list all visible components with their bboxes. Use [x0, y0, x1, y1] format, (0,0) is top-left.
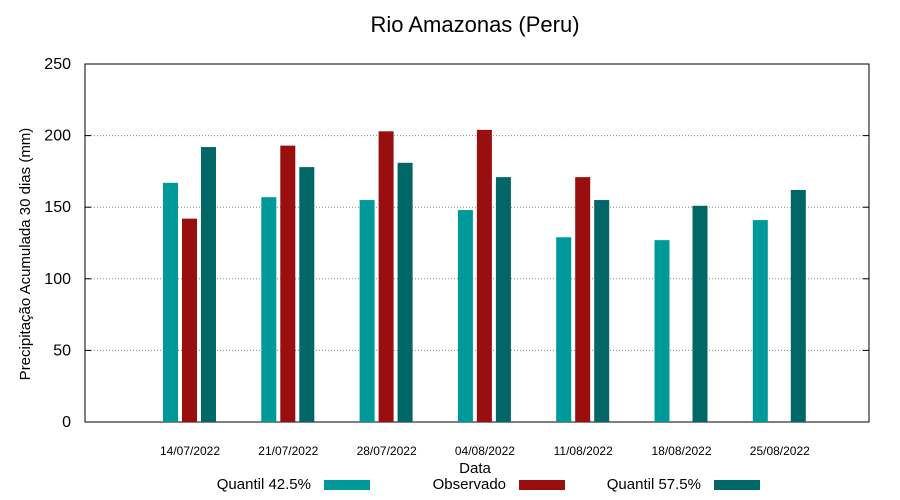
bar-quantil-57-5--0 — [201, 147, 216, 422]
bars — [163, 129, 806, 423]
legend-swatch — [714, 480, 760, 490]
chart-title: Rio Amazonas (Peru) — [370, 12, 579, 37]
y-tick-label: 0 — [62, 414, 71, 431]
x-tick-label: 04/08/2022 — [455, 444, 515, 458]
x-tick-label: 28/07/2022 — [357, 444, 417, 458]
x-tick-label: 11/08/2022 — [554, 444, 613, 458]
x-tick-label: 21/07/2022 — [258, 444, 318, 458]
legend: Quantil 42.5% Observado Quantil 57.5% — [217, 476, 760, 493]
bar-quantil-57-5--5 — [692, 205, 708, 422]
x-tick-label: 18/08/2022 — [651, 444, 711, 458]
bar-quantil-57-5--6 — [790, 190, 806, 422]
bar-quantil-42-5--6 — [752, 220, 768, 422]
bar-quantil-42-5--1 — [261, 197, 277, 422]
bar-observado-3 — [476, 129, 492, 422]
bar-quantil-42-5--5 — [654, 240, 670, 422]
y-tick-label: 150 — [44, 199, 71, 216]
bar-quantil-42-5--0 — [163, 182, 178, 422]
bar-quantil-57-5--4 — [594, 200, 610, 422]
x-tick-label: 14/07/2022 — [160, 444, 220, 458]
bar-quantil-57-5--2 — [397, 162, 413, 423]
bar-quantil-57-5--3 — [495, 177, 511, 422]
legend-swatch — [324, 480, 370, 490]
legend-label: Observado — [433, 476, 506, 493]
y-tick-label: 100 — [44, 271, 71, 288]
x-axis-label: Data — [459, 460, 491, 477]
x-axis-ticks: 14/07/2022 21/07/2022 28/07/2022 04/08/2022… — [160, 444, 810, 458]
bar-quantil-57-5--1 — [299, 167, 315, 422]
bar-observado-1 — [280, 145, 296, 422]
legend-swatch — [519, 480, 565, 490]
bar-quantil-42-5--3 — [457, 210, 473, 422]
y-tick-label: 250 — [44, 56, 71, 73]
bar-quantil-42-5--2 — [359, 200, 375, 422]
bar-observado-0 — [182, 218, 197, 422]
x-tick-label: 25/08/2022 — [750, 444, 810, 458]
y-axis-ticks: 0 50 100 150 200 250 — [44, 56, 869, 431]
bar-observado-4 — [575, 177, 591, 422]
bar-quantil-42-5--4 — [556, 237, 572, 422]
y-axis-label: Precipitação Acumulada 30 dias (mm) — [17, 128, 34, 381]
y-tick-label: 50 — [53, 342, 71, 359]
legend-label: Quantil 42.5% — [217, 476, 311, 493]
legend-label: Quantil 57.5% — [607, 476, 701, 493]
bar-observado-2 — [378, 131, 394, 422]
y-tick-label: 200 — [44, 128, 71, 145]
